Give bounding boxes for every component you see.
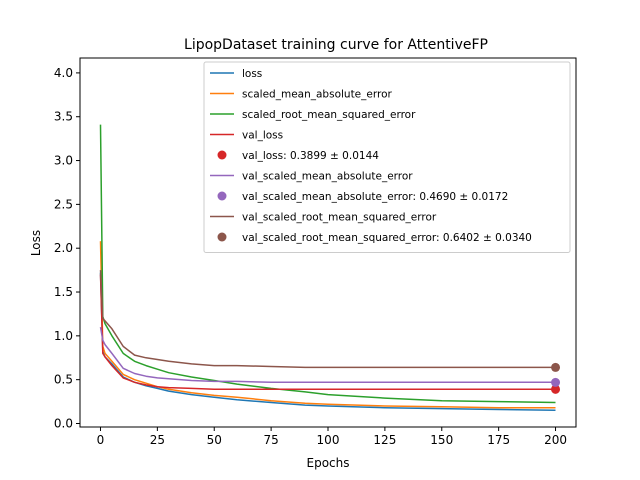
y-tick-label: 0.0 — [54, 416, 73, 430]
y-tick-label: 1.0 — [54, 329, 73, 343]
legend-label: val_scaled_root_mean_squared_error: 0.64… — [242, 232, 532, 244]
plot-area — [99, 124, 561, 412]
legend-label: val_scaled_mean_absolute_error — [242, 171, 413, 183]
series-line-2 — [99, 124, 556, 404]
legend-label: loss — [242, 68, 262, 80]
legend-label: scaled_mean_absolute_error — [242, 89, 392, 101]
x-axis-label: Epochs — [307, 456, 350, 470]
legend-label: val_loss: 0.3899 ± 0.0144 — [242, 150, 379, 162]
x-tick-label: 75 — [263, 433, 278, 447]
series-line-1 — [99, 241, 556, 409]
y-tick-label: 2.5 — [54, 197, 73, 211]
x-tick-label: 175 — [487, 433, 510, 447]
x-axis: 0 25 50 75 100 125 150 175 200 — [97, 427, 567, 447]
y-axis-label: Loss — [29, 230, 43, 256]
series-line-4 — [99, 326, 556, 384]
legend-marker-swatch — [217, 191, 227, 201]
x-tick-label: 25 — [150, 433, 165, 447]
final-point-2 — [551, 362, 561, 372]
x-tick-label: 100 — [317, 433, 340, 447]
x-tick-label: 50 — [207, 433, 222, 447]
y-axis: 0.0 0.5 1.0 1.5 2.0 2.5 3.0 3.5 4.0 — [54, 66, 80, 430]
chart-title: LipopDataset training curve for Attentiv… — [184, 37, 488, 53]
legend-marker-swatch — [217, 232, 227, 242]
y-tick-label: 1.5 — [54, 285, 73, 299]
y-tick-label: 3.0 — [54, 154, 73, 168]
legend-label: scaled_root_mean_squared_error — [242, 109, 416, 121]
y-tick-label: 2.0 — [54, 241, 73, 255]
x-tick-label: 0 — [97, 433, 105, 447]
y-tick-label: 0.5 — [54, 373, 73, 387]
legend: loss scaled_mean_absolute_error scaled_roo… — [203, 61, 571, 253]
series-line-0 — [99, 272, 556, 412]
series-line-5 — [99, 270, 556, 369]
y-tick-label: 4.0 — [54, 66, 73, 80]
legend-marker-swatch — [217, 150, 227, 160]
legend-box — [203, 61, 571, 253]
x-tick-label: 200 — [544, 433, 567, 447]
series-line-3 — [99, 274, 556, 391]
legend-label: val_scaled_root_mean_squared_error — [242, 212, 437, 224]
final-point-1 — [551, 377, 561, 387]
legend-label: val_scaled_mean_absolute_error: 0.4690 ±… — [242, 191, 508, 203]
legend-label: val_loss — [242, 130, 283, 142]
y-tick-label: 3.5 — [54, 110, 73, 124]
x-tick-label: 125 — [373, 433, 396, 447]
final-point-0 — [551, 384, 561, 394]
x-tick-label: 150 — [430, 433, 453, 447]
